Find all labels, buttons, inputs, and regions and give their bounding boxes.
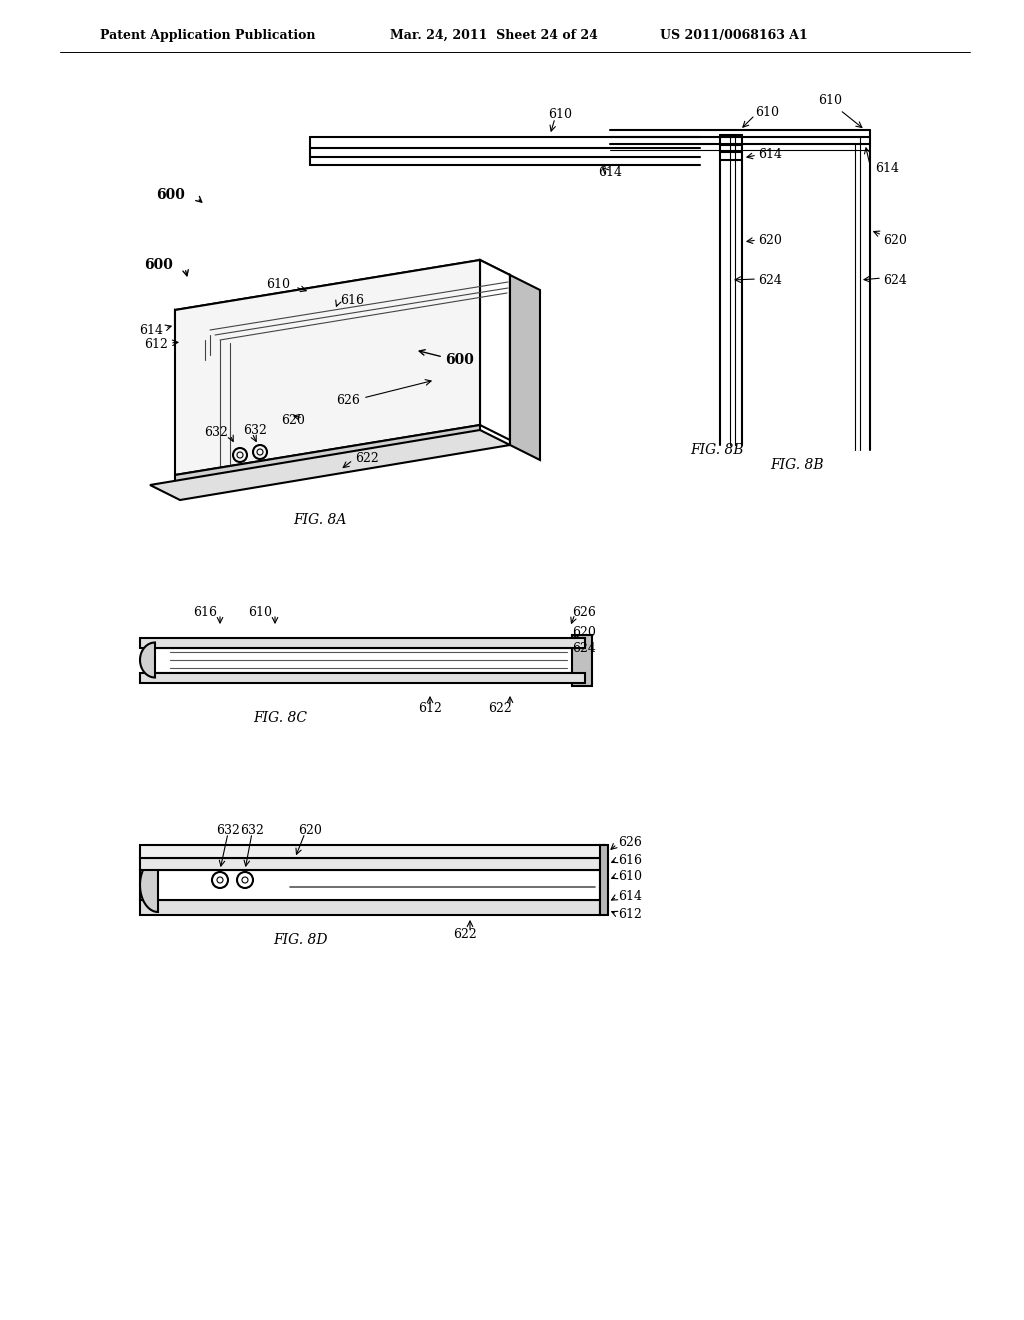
Text: 610: 610: [248, 606, 272, 619]
Text: 622: 622: [488, 701, 512, 714]
Text: 616: 616: [193, 606, 217, 619]
Polygon shape: [572, 635, 592, 685]
Polygon shape: [175, 260, 510, 325]
Text: 600: 600: [445, 352, 474, 367]
Text: FIG. 8A: FIG. 8A: [293, 513, 347, 527]
Text: 614: 614: [874, 161, 899, 174]
Text: 614: 614: [598, 165, 622, 178]
Text: 622: 622: [355, 451, 379, 465]
Text: 624: 624: [883, 273, 907, 286]
Text: 612: 612: [618, 908, 642, 921]
Text: 610: 610: [618, 870, 642, 883]
Text: 614: 614: [618, 890, 642, 903]
Text: 620: 620: [282, 413, 305, 426]
Text: 622: 622: [454, 928, 477, 941]
Polygon shape: [205, 275, 510, 345]
Text: 616: 616: [340, 293, 364, 306]
Text: 610: 610: [755, 106, 779, 119]
Text: 610: 610: [548, 108, 572, 121]
Polygon shape: [150, 648, 575, 672]
Text: 632: 632: [204, 425, 228, 438]
Text: Patent Application Publication: Patent Application Publication: [100, 29, 315, 41]
Polygon shape: [480, 260, 510, 440]
Polygon shape: [140, 858, 158, 912]
Text: 624: 624: [572, 642, 596, 655]
Polygon shape: [175, 425, 480, 492]
Text: 620: 620: [758, 234, 782, 247]
Text: 610: 610: [818, 94, 842, 107]
Text: 626: 626: [618, 836, 642, 849]
Text: 626: 626: [572, 606, 596, 619]
Polygon shape: [600, 845, 608, 915]
Text: 632: 632: [216, 824, 240, 837]
Text: 610: 610: [266, 279, 290, 292]
Polygon shape: [140, 858, 605, 870]
Text: Mar. 24, 2011  Sheet 24 of 24: Mar. 24, 2011 Sheet 24 of 24: [390, 29, 598, 41]
Text: 620: 620: [298, 824, 322, 837]
Text: FIG. 8D: FIG. 8D: [272, 933, 328, 946]
Text: 624: 624: [758, 273, 782, 286]
Polygon shape: [140, 870, 600, 900]
Polygon shape: [175, 310, 205, 345]
Text: 612: 612: [144, 338, 168, 351]
Text: US 2011/0068163 A1: US 2011/0068163 A1: [660, 29, 808, 41]
Text: FIG. 8B: FIG. 8B: [770, 458, 823, 473]
Polygon shape: [510, 275, 540, 459]
Text: 626: 626: [336, 393, 360, 407]
Text: 632: 632: [243, 424, 267, 437]
Text: 632: 632: [240, 824, 264, 837]
Text: 600: 600: [156, 187, 185, 202]
Polygon shape: [140, 638, 585, 648]
Polygon shape: [140, 643, 155, 677]
Polygon shape: [140, 845, 605, 858]
Text: 614: 614: [139, 323, 163, 337]
Text: 616: 616: [618, 854, 642, 866]
Polygon shape: [140, 672, 585, 682]
Text: FIG. 8C: FIG. 8C: [253, 711, 307, 725]
Text: FIG. 8B: FIG. 8B: [690, 444, 743, 457]
Polygon shape: [175, 260, 480, 475]
Polygon shape: [150, 430, 510, 500]
Text: 620: 620: [883, 234, 907, 247]
Text: 620: 620: [572, 626, 596, 639]
Text: 600: 600: [144, 257, 173, 272]
Polygon shape: [140, 900, 600, 915]
Text: 614: 614: [758, 149, 782, 161]
Text: 612: 612: [418, 701, 442, 714]
